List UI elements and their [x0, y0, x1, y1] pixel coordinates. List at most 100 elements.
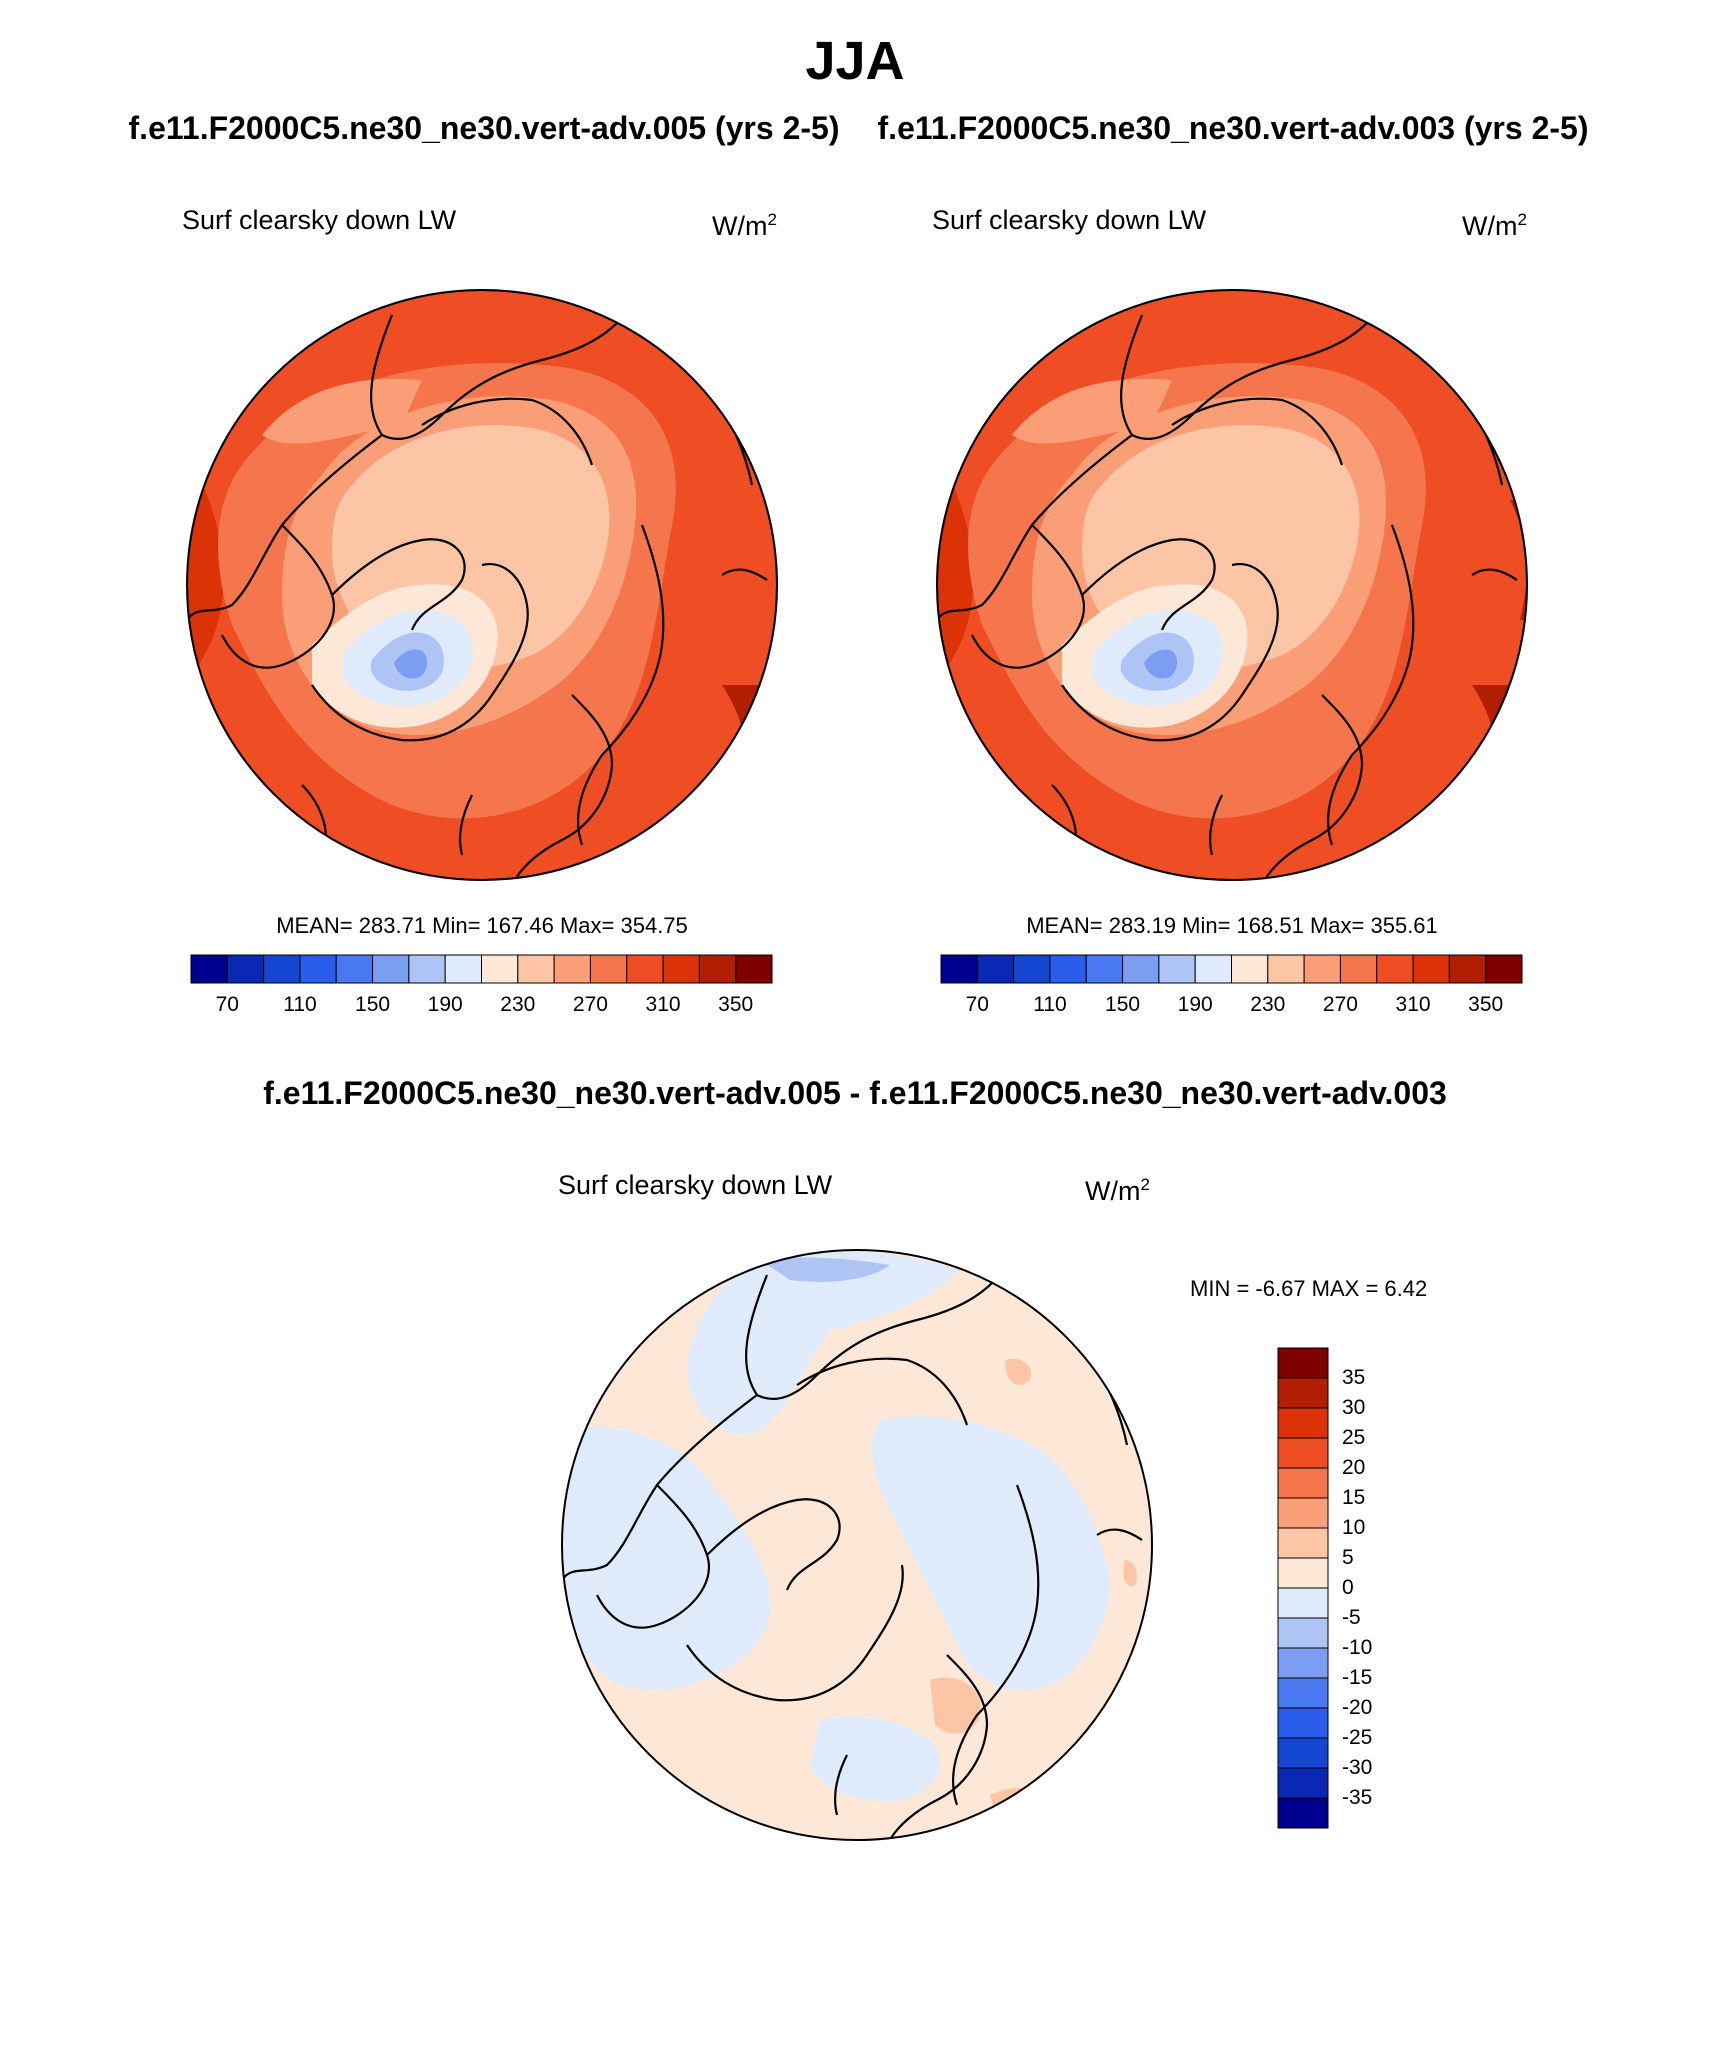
difference-colorbar-box [1277, 1587, 1329, 1619]
case2-colorbar-box [1085, 954, 1124, 984]
case1-colorbar [190, 954, 773, 984]
case1-colorbar-box [553, 954, 591, 984]
difference-colorbar-tick-label: 10 [1342, 1516, 1366, 1539]
case2-colorbar-box [1339, 954, 1378, 984]
case1-colorbar-tick-label: 70 [215, 993, 239, 1016]
case2-units-label: W/m2 [1462, 210, 1527, 241]
difference-colorbar-box [1277, 1617, 1329, 1649]
difference-colorbar-box [1277, 1497, 1329, 1529]
difference-colorbar-tick-label: -5 [1342, 1606, 1361, 1629]
case2-colorbar-box [1412, 954, 1450, 984]
difference-colorbar-box [1277, 1737, 1329, 1769]
case2-colorbar-tick-label: 70 [965, 993, 989, 1016]
case1-units-label: W/m2 [712, 210, 777, 241]
difference-colorbar-box [1277, 1437, 1329, 1469]
case2-colorbar-tick-label: 230 [1250, 993, 1286, 1016]
case1-colorbar-box [517, 954, 555, 984]
difference-colorbar [1277, 1347, 1329, 1829]
difference-colorbar-box [1277, 1527, 1329, 1559]
difference-colorbar-tick-label: -10 [1342, 1636, 1373, 1659]
case1-colorbar-tick-label: 110 [283, 993, 317, 1016]
difference-map-border [561, 1249, 1153, 1841]
difference-colorbar-tick-label: 35 [1342, 1366, 1366, 1389]
case2-colorbar-box [1448, 954, 1487, 984]
case1-title: f.e11.F2000C5.ne30_ne30.vert-adv.005 (yr… [128, 110, 840, 146]
difference-colorbar-tick-label: 30 [1342, 1396, 1366, 1419]
difference-colorbar-tick-label: 15 [1342, 1486, 1366, 1509]
case2-stats: MEAN= 283.19 Min= 168.51 Max= 355.61 [1026, 913, 1438, 938]
case2-colorbar-tick-label: 150 [1105, 993, 1141, 1016]
case1-colorbar-box [698, 954, 737, 984]
case2-colorbar-tick-label: 350 [1468, 993, 1504, 1016]
case2-colorbar-box [1122, 954, 1160, 984]
case1-colorbar-box [190, 954, 228, 984]
difference-colorbar-tick-label: -20 [1342, 1696, 1373, 1719]
case2-colorbar-tick-label: 110 [1033, 993, 1067, 1016]
case1-colorbar-box [372, 954, 410, 984]
case1-colorbar-tick-label: 190 [427, 993, 463, 1016]
case1-colorbar-box [335, 954, 374, 984]
case2-colorbar-box [1485, 954, 1523, 984]
case1-colorbar-tick-label: 350 [718, 993, 754, 1016]
difference-colorbar-box [1277, 1347, 1329, 1379]
case1-colorbar-tick-label: 270 [572, 993, 608, 1016]
case2-title: f.e11.F2000C5.ne30_ne30.vert-adv.003 (yr… [877, 110, 1589, 146]
difference-colorbar-box [1277, 1797, 1329, 1829]
difference-colorbar-tick-label: -35 [1342, 1786, 1373, 1809]
case2-colorbar-tick-label: 270 [1322, 993, 1358, 1016]
case1-colorbar-box [626, 954, 664, 984]
difference-colorbar-box [1277, 1767, 1329, 1799]
case2-colorbar-box [1376, 954, 1414, 984]
case1-colorbar-tick-label: 310 [645, 993, 681, 1016]
difference-colorbar-tick-label: 0 [1342, 1576, 1354, 1599]
case1-colorbar-box [263, 954, 301, 984]
case1-colorbar-box [735, 954, 773, 984]
case1-colorbar-tick-label: 230 [500, 993, 536, 1016]
difference-colorbar-tick-label: -30 [1342, 1756, 1373, 1779]
case2-colorbar-tick-label: 310 [1395, 993, 1431, 1016]
case1-map-border [186, 289, 778, 881]
case1-stats: MEAN= 283.71 Min= 167.46 Max= 354.75 [276, 913, 688, 938]
difference-colorbar-box [1277, 1467, 1329, 1499]
difference-colorbar-tick-label: -15 [1342, 1666, 1373, 1689]
difference-title: f.e11.F2000C5.ne30_ne30.vert-adv.005 - f… [263, 1075, 1447, 1111]
case1-colorbar-box [226, 954, 265, 984]
difference-colorbar-box [1277, 1677, 1329, 1709]
case1-colorbar-box [299, 954, 337, 984]
case2-colorbar-box [1267, 954, 1305, 984]
case1-colorbar-box [662, 954, 700, 984]
difference-units-label: W/m2 [1085, 1175, 1150, 1206]
case1-colorbar-tick-label: 150 [355, 993, 391, 1016]
case2-colorbar-box [1013, 954, 1051, 984]
difference-colorbar-box [1277, 1707, 1329, 1739]
difference-map [562, 1250, 1152, 1840]
case2-colorbar-box [976, 954, 1015, 984]
case1-colorbar-box [444, 954, 482, 984]
figure-title: JJA [805, 31, 905, 91]
difference-colorbar-tick-label: 25 [1342, 1426, 1366, 1449]
case1-colorbar-box [481, 954, 519, 984]
case2-colorbar-tick-label: 190 [1177, 993, 1213, 1016]
difference-colorbar-box [1277, 1377, 1329, 1409]
case2-colorbar-box [940, 954, 978, 984]
case1-colorbar-box [408, 954, 446, 984]
case1-variable-label: Surf clearsky down LW [182, 205, 457, 235]
difference-colorbar-box [1277, 1557, 1329, 1589]
case1-colorbar-box [589, 954, 628, 984]
case2-colorbar-box [1231, 954, 1269, 984]
difference-colorbar-box [1277, 1647, 1329, 1679]
difference-colorbar-box [1277, 1407, 1329, 1439]
difference-colorbar-tick-label: 5 [1342, 1546, 1354, 1569]
case2-map-border [936, 289, 1528, 881]
case2-variable-label: Surf clearsky down LW [932, 205, 1207, 235]
case2-colorbar [940, 954, 1523, 984]
case2-colorbar-box [1158, 954, 1196, 984]
case2-colorbar-box [1049, 954, 1087, 984]
difference-colorbar-tick-label: -25 [1342, 1726, 1373, 1749]
case2-colorbar-box [1194, 954, 1232, 984]
difference-colorbar-tick-label: 20 [1342, 1456, 1366, 1479]
case2-colorbar-box [1303, 954, 1341, 984]
difference-variable-label: Surf clearsky down LW [558, 1170, 833, 1200]
difference-stats: MIN = -6.67 MAX = 6.42 [1190, 1276, 1428, 1301]
